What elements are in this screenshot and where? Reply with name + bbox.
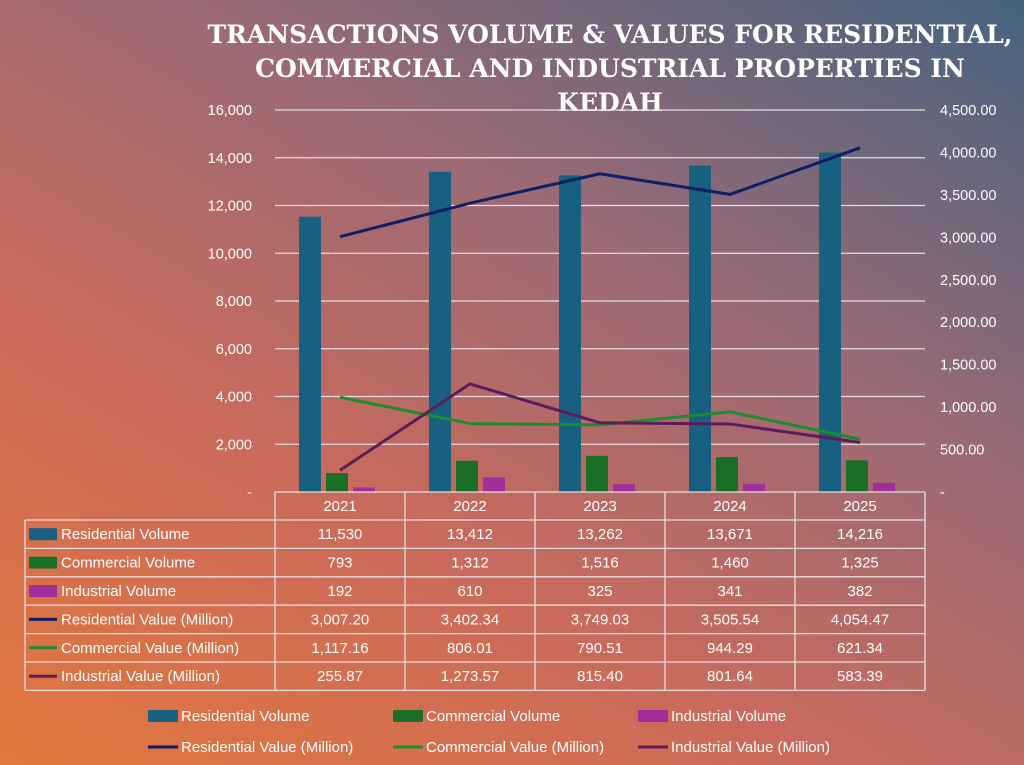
bar-commercial-volume2025 xyxy=(846,460,868,492)
data-label: 1,460 xyxy=(711,555,749,572)
right-axis-tick: 2,500.00 xyxy=(940,273,996,289)
legend-label: Residential Volume xyxy=(181,708,309,725)
legend-label: Commercial Volume xyxy=(426,708,560,725)
category-label: 2025 xyxy=(843,498,876,515)
left-axis-tick: - xyxy=(247,485,252,501)
chart-title: TRANSACTIONS VOLUME & VALUES FOR RESIDEN… xyxy=(207,20,1013,117)
right-axis-tick: 3,000.00 xyxy=(940,230,996,246)
bar-residential-volume2024 xyxy=(689,165,711,493)
legend-label: Commercial Value (Million) xyxy=(426,739,604,756)
series-name: Residential Volume xyxy=(61,526,189,543)
data-label: 255.87 xyxy=(317,668,363,685)
series-name: Residential Value (Million) xyxy=(61,611,233,628)
data-label: 325 xyxy=(587,583,612,600)
bar-residential-volume2021 xyxy=(299,216,321,492)
series-name: Commercial Value (Million) xyxy=(61,640,239,657)
data-label: 815.40 xyxy=(577,668,623,685)
bar-commercial-volume2022 xyxy=(456,460,478,492)
bar-residential-volume2022 xyxy=(429,171,451,492)
data-label: 1,273.57 xyxy=(441,668,499,685)
left-axis-tick: 6,000 xyxy=(216,342,252,358)
legend-label: Industrial Volume xyxy=(671,708,786,725)
right-axis-tick: 500.00 xyxy=(940,443,984,459)
right-axis-tick: 4,000.00 xyxy=(940,145,996,161)
data-label: 1,516 xyxy=(581,555,619,572)
left-axis-tick: 2,000 xyxy=(216,437,252,453)
series-name: Commercial Volume xyxy=(61,555,195,572)
data-label: 14,216 xyxy=(837,526,883,543)
bar-industrial-volume2023 xyxy=(613,484,635,492)
bar-residential-volume2025 xyxy=(819,152,841,492)
series-name: Industrial Value (Million) xyxy=(61,668,220,685)
bar-industrial-volume2024 xyxy=(743,483,765,492)
data-label: 3,402.34 xyxy=(441,611,499,628)
data-label: 341 xyxy=(717,583,742,600)
bar-industrial-volume2021 xyxy=(353,487,375,492)
data-label: 382 xyxy=(847,583,872,600)
data-label: 793 xyxy=(327,555,352,572)
left-axis-tick: 10,000 xyxy=(208,246,252,262)
data-label: 621.34 xyxy=(837,640,883,657)
left-axis-tick: 12,000 xyxy=(208,199,252,215)
legend-key xyxy=(393,710,423,722)
category-label: 2024 xyxy=(713,498,746,515)
right-axis-tick: 3,500.00 xyxy=(940,188,996,204)
bar-industrial-volume2025 xyxy=(873,482,895,492)
legend-key xyxy=(638,710,668,722)
data-label: 1,312 xyxy=(451,555,489,572)
data-label: 4,054.47 xyxy=(831,611,889,628)
data-label: 13,671 xyxy=(707,526,753,543)
right-axis-tick: 4,500.00 xyxy=(940,103,996,119)
data-label: 806.01 xyxy=(447,640,493,657)
left-axis-tick: 4,000 xyxy=(216,390,252,406)
left-axis-tick: 16,000 xyxy=(208,103,252,119)
bar-residential-volume2023 xyxy=(559,175,581,492)
bar-commercial-volume2024 xyxy=(716,457,738,492)
category-label: 2021 xyxy=(323,498,356,515)
category-label: 2023 xyxy=(583,498,616,515)
left-axis-tick: 8,000 xyxy=(216,294,252,310)
data-label: 3,505.54 xyxy=(701,611,759,628)
left-axis-tick: 14,000 xyxy=(208,151,252,167)
data-label: 13,262 xyxy=(577,526,623,543)
data-label: 944.29 xyxy=(707,640,753,657)
category-label: 2022 xyxy=(453,498,486,515)
bar-commercial-volume2021 xyxy=(326,473,348,492)
legend-label: Residential Value (Million) xyxy=(181,739,353,756)
data-label: 3,007.20 xyxy=(311,611,369,628)
legend-key xyxy=(29,556,57,569)
data-label: 192 xyxy=(327,583,352,600)
data-label: 610 xyxy=(457,583,482,600)
legend-key xyxy=(29,528,57,541)
data-label: 3,749.03 xyxy=(571,611,629,628)
line-industrial-value-million xyxy=(339,382,861,472)
line-residential-value-million xyxy=(339,146,861,239)
data-label: 13,412 xyxy=(447,526,493,543)
data-label: 583.39 xyxy=(837,668,883,685)
legend-key xyxy=(29,585,57,597)
bar-industrial-volume2022 xyxy=(483,477,505,492)
right-axis-tick: - xyxy=(940,485,945,501)
legend-key xyxy=(148,710,178,722)
bar-commercial-volume2023 xyxy=(586,455,608,492)
right-axis-tick: 2,000.00 xyxy=(940,315,996,331)
right-axis-tick: 1,500.00 xyxy=(940,358,996,374)
data-label: 790.51 xyxy=(577,640,623,657)
data-label: 1,117.16 xyxy=(311,640,368,657)
series-name: Industrial Volume xyxy=(61,583,176,600)
line-commercial-value-million xyxy=(339,395,861,441)
data-label: 1,325 xyxy=(841,555,879,572)
right-axis-tick: 1,000.00 xyxy=(940,400,996,416)
data-label: 801.64 xyxy=(707,668,753,685)
data-label: 11,530 xyxy=(318,526,363,543)
legend-label: Industrial Value (Million) xyxy=(671,739,830,756)
